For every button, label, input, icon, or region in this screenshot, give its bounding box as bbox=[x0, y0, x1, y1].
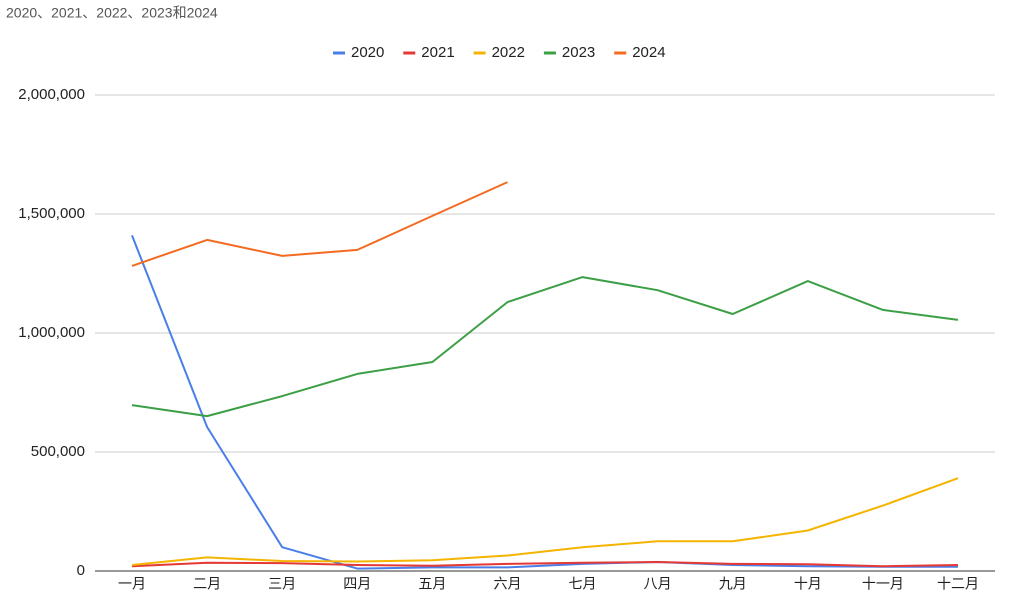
chart-title: 2020、2021、2022、2023和2024 bbox=[6, 5, 218, 21]
y-tick-label: 500,000 bbox=[31, 443, 85, 460]
x-tick-label: 八月 bbox=[644, 576, 672, 592]
x-tick-label: 十一月 bbox=[862, 576, 904, 592]
y-tick-label: 0 bbox=[77, 562, 85, 579]
x-tick-label: 十二月 bbox=[937, 576, 979, 592]
line-series bbox=[131, 477, 959, 566]
legend-label: 2023 bbox=[562, 44, 595, 61]
legend-label: 2024 bbox=[632, 44, 665, 61]
legend-label: 2021 bbox=[421, 44, 454, 61]
legend-label: 2020 bbox=[351, 44, 384, 61]
line-series bbox=[131, 561, 959, 568]
x-tick-label: 五月 bbox=[418, 576, 446, 592]
x-tick-label: 一月 bbox=[118, 576, 146, 592]
y-tick-label: 2,000,000 bbox=[18, 86, 85, 103]
x-tick-label: 四月 bbox=[343, 576, 371, 592]
x-tick-label: 十月 bbox=[794, 576, 822, 592]
x-tick-label: 七月 bbox=[569, 576, 597, 592]
x-tick-label: 九月 bbox=[719, 576, 747, 592]
line-series bbox=[131, 181, 508, 267]
x-tick-label: 三月 bbox=[268, 576, 296, 592]
y-tick-label: 1,000,000 bbox=[18, 324, 85, 341]
x-tick-label: 六月 bbox=[493, 576, 521, 592]
line-series bbox=[131, 276, 959, 418]
x-tick-label: 二月 bbox=[193, 576, 221, 592]
y-tick-label: 1,500,000 bbox=[18, 205, 85, 222]
line-series bbox=[131, 235, 958, 570]
legend-label: 2022 bbox=[492, 44, 525, 61]
